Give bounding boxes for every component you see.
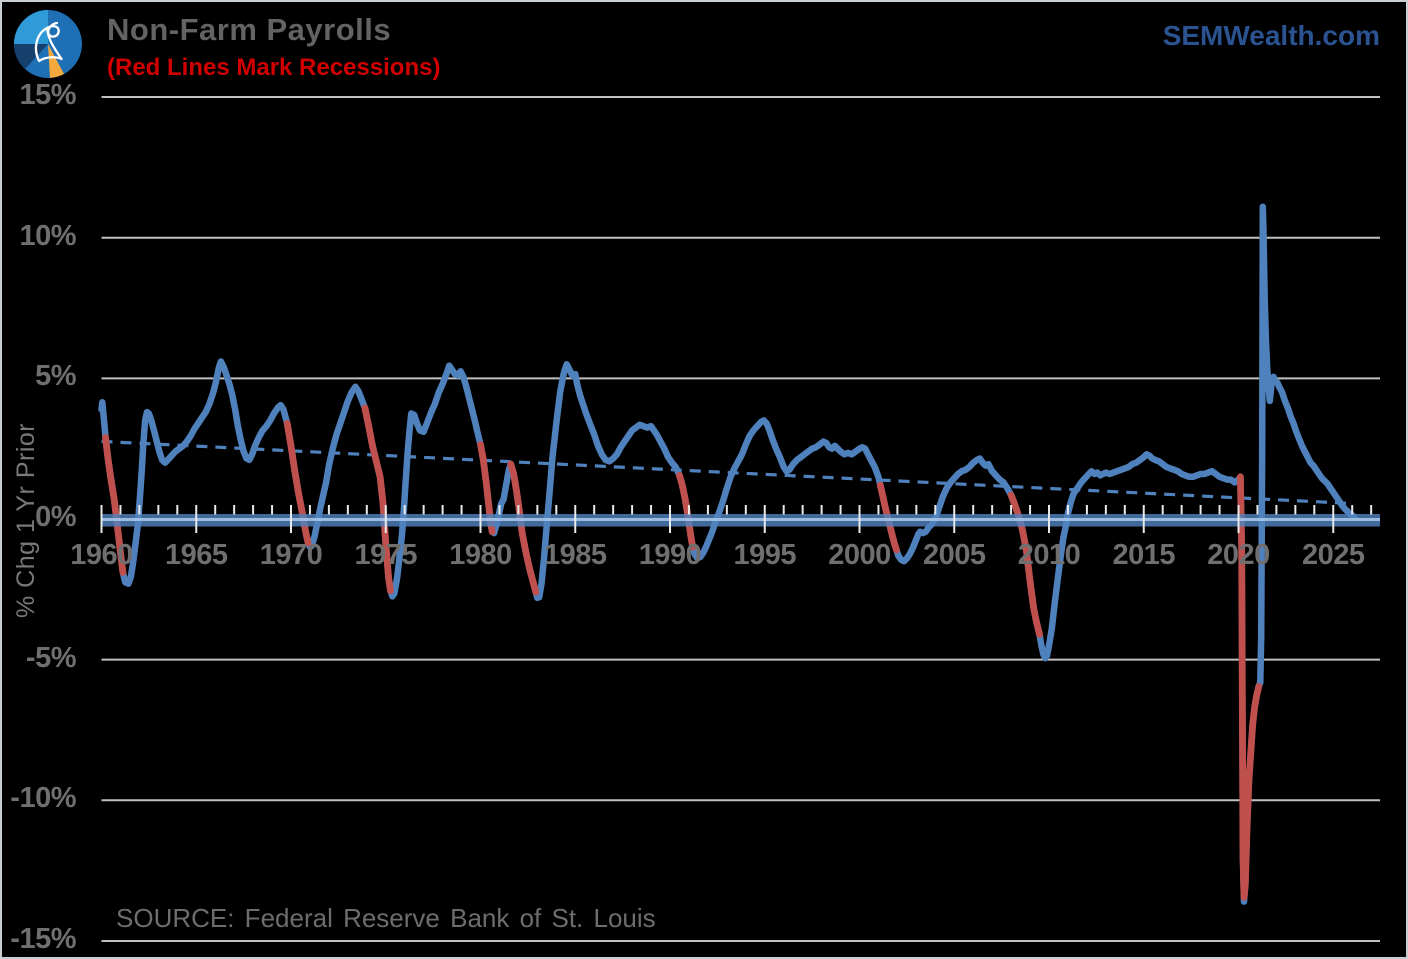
chart-subtitle: (Red Lines Mark Recessions)	[107, 54, 441, 81]
logo-figure	[34, 21, 63, 63]
y-tick-label-10%: 10%	[19, 219, 76, 252]
x-tick-label-2015: 2015	[1112, 539, 1175, 571]
logo-navy-sector	[14, 44, 48, 69]
logo-bright-sector	[14, 10, 48, 44]
x-tick-label-1960: 1960	[70, 539, 133, 571]
logo-orange-wedge	[48, 44, 64, 78]
recession-1981-82	[507, 460, 540, 596]
y-tick-label--10%: -10%	[10, 782, 76, 815]
recession-2020	[1237, 473, 1263, 901]
recession-1960-61	[102, 434, 127, 576]
recession-1990-91	[676, 472, 697, 551]
zero-axis-bar-stripe	[101, 518, 1380, 521]
y-tick-label-15%: 15%	[19, 79, 76, 112]
x-tick-label-1980: 1980	[449, 539, 512, 571]
x-tick-label-2010: 2010	[1017, 539, 1081, 571]
x-tick-label-2025: 2025	[1301, 539, 1365, 571]
recession-1973-75	[361, 404, 394, 595]
y-tick-label--5%: -5%	[25, 641, 77, 674]
y-tick-label--15%: -15%	[10, 922, 76, 955]
logo-icon	[14, 10, 82, 78]
x-tick-label-2020: 2020	[1207, 539, 1270, 571]
x-tick-label-2000: 2000	[828, 539, 891, 571]
recession-1969-70	[283, 420, 312, 547]
x-tick-label-1975: 1975	[354, 539, 417, 571]
x-tick-label-1995: 1995	[733, 539, 796, 571]
brand-text: SEMWealth.com	[1162, 20, 1380, 51]
x-tick-label-2005: 2005	[922, 539, 986, 571]
chart-title: Non-Farm Payrolls	[107, 12, 392, 47]
x-tick-label-1985: 1985	[543, 539, 607, 571]
recession-2008-09	[1007, 491, 1043, 638]
y-tick-label-0%: 0%	[35, 501, 76, 533]
x-tick-label-1990: 1990	[638, 539, 702, 571]
x-tick-label-1965: 1965	[164, 539, 228, 571]
sem-wealth-logo	[12, 8, 84, 80]
y-tick-label-5%: 5%	[35, 360, 76, 393]
source-note: SOURCE: Federal Reserve Bank of St. Loui…	[116, 903, 656, 933]
x-tick-label-1970: 1970	[259, 539, 323, 571]
